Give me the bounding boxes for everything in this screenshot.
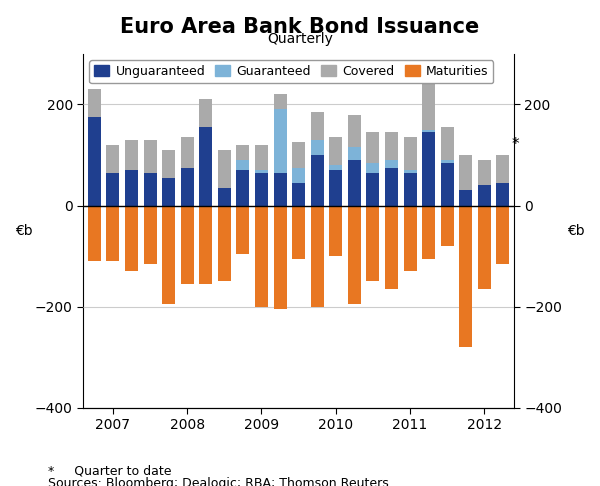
- Bar: [440, 127, 454, 160]
- Bar: [329, 206, 342, 256]
- Bar: [367, 173, 379, 206]
- Bar: [404, 173, 416, 206]
- Bar: [255, 173, 268, 206]
- Bar: [274, 173, 287, 206]
- Text: *     Quarter to date: * Quarter to date: [48, 464, 172, 477]
- Bar: [311, 155, 323, 206]
- Bar: [106, 145, 119, 173]
- Legend: Unguaranteed, Guaranteed, Covered, Maturities: Unguaranteed, Guaranteed, Covered, Matur…: [89, 60, 493, 83]
- Bar: [348, 160, 361, 206]
- Bar: [404, 206, 416, 271]
- Bar: [496, 183, 509, 206]
- Bar: [236, 206, 250, 254]
- Bar: [143, 206, 157, 263]
- Bar: [292, 168, 305, 183]
- Bar: [422, 130, 435, 132]
- Bar: [367, 206, 379, 281]
- Bar: [385, 132, 398, 160]
- Bar: [143, 173, 157, 206]
- Y-axis label: €b: €b: [568, 224, 585, 238]
- Bar: [218, 150, 231, 188]
- Bar: [88, 117, 101, 206]
- Bar: [459, 191, 472, 206]
- Bar: [199, 206, 212, 284]
- Bar: [329, 170, 342, 206]
- Bar: [422, 206, 435, 259]
- Bar: [459, 155, 472, 191]
- Bar: [125, 140, 138, 170]
- Bar: [385, 160, 398, 168]
- Bar: [348, 147, 361, 160]
- Bar: [274, 206, 287, 309]
- Bar: [440, 160, 454, 162]
- Bar: [367, 132, 379, 162]
- Bar: [404, 170, 416, 173]
- Bar: [236, 145, 250, 160]
- Bar: [88, 89, 101, 117]
- Bar: [478, 185, 491, 206]
- Bar: [440, 162, 454, 206]
- Bar: [181, 206, 194, 284]
- Bar: [236, 170, 250, 206]
- Bar: [162, 206, 175, 304]
- Text: Quarterly: Quarterly: [267, 32, 333, 46]
- Bar: [459, 206, 472, 347]
- Bar: [422, 132, 435, 206]
- Bar: [274, 109, 287, 173]
- Bar: [88, 206, 101, 261]
- Bar: [367, 162, 379, 173]
- Bar: [218, 188, 231, 206]
- Bar: [385, 206, 398, 289]
- Bar: [311, 206, 323, 307]
- Bar: [106, 206, 119, 261]
- Bar: [236, 160, 250, 170]
- Bar: [143, 140, 157, 173]
- Bar: [311, 112, 323, 140]
- Bar: [496, 206, 509, 263]
- Bar: [292, 206, 305, 259]
- Bar: [311, 140, 323, 155]
- Bar: [478, 206, 491, 289]
- Text: *: *: [511, 138, 519, 153]
- Bar: [181, 168, 194, 206]
- Bar: [255, 145, 268, 170]
- Bar: [106, 173, 119, 206]
- Bar: [199, 127, 212, 206]
- Bar: [274, 94, 287, 109]
- Bar: [292, 183, 305, 206]
- Bar: [440, 206, 454, 246]
- Bar: [329, 165, 342, 170]
- Bar: [218, 206, 231, 281]
- Bar: [348, 206, 361, 304]
- Bar: [329, 137, 342, 165]
- Bar: [292, 142, 305, 168]
- Bar: [385, 168, 398, 206]
- Text: Euro Area Bank Bond Issuance: Euro Area Bank Bond Issuance: [121, 17, 479, 37]
- Bar: [422, 84, 435, 130]
- Bar: [125, 206, 138, 271]
- Bar: [162, 178, 175, 206]
- Bar: [404, 137, 416, 170]
- Bar: [199, 99, 212, 127]
- Bar: [348, 115, 361, 147]
- Text: Sources: Bloomberg; Dealogic; RBA; Thomson Reuters: Sources: Bloomberg; Dealogic; RBA; Thoms…: [48, 477, 389, 486]
- Bar: [478, 160, 491, 185]
- Bar: [181, 137, 194, 168]
- Bar: [255, 206, 268, 307]
- Bar: [162, 150, 175, 178]
- Bar: [496, 155, 509, 183]
- Y-axis label: €b: €b: [15, 224, 32, 238]
- Bar: [255, 170, 268, 173]
- Bar: [125, 170, 138, 206]
